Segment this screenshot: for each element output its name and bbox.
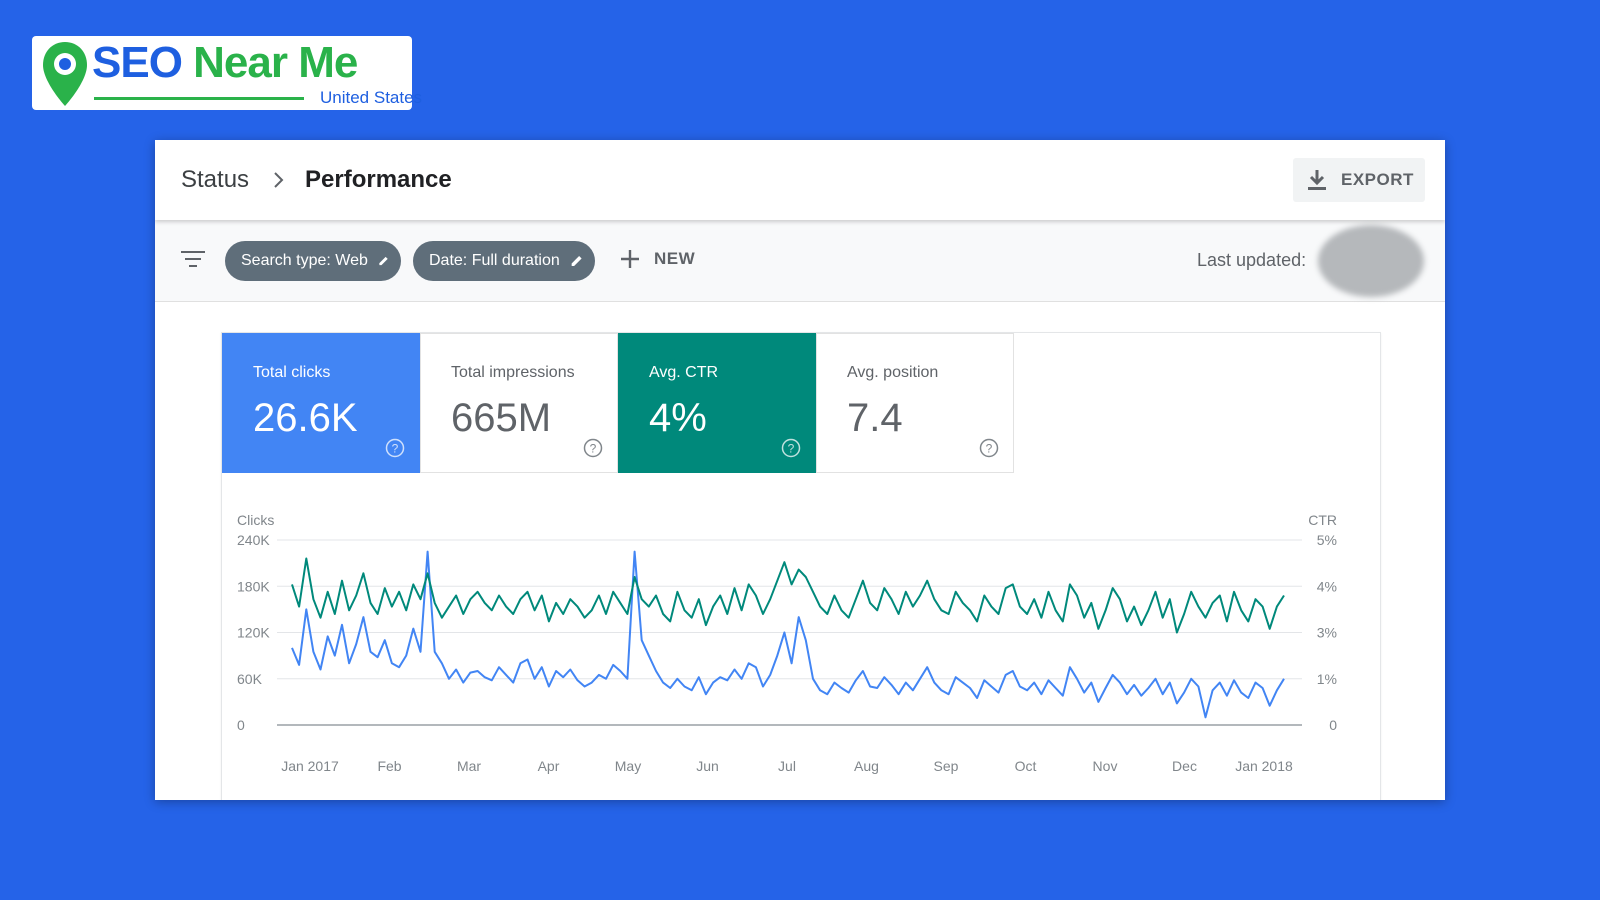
svg-text:?: ? xyxy=(590,442,597,456)
help-circle-icon[interactable]: ? xyxy=(583,438,603,458)
performance-card: Total clicks 26.6K ? Total impressions 6… xyxy=(221,332,1381,800)
metric-avg-ctr[interactable]: Avg. CTR 4% ? xyxy=(618,333,816,473)
redacted-date xyxy=(1318,225,1424,297)
x-tick-label: Feb xyxy=(377,758,401,774)
x-tick-label: May xyxy=(615,758,641,774)
x-tick-label: Apr xyxy=(538,758,560,774)
right-tick-label: 5% xyxy=(1317,532,1337,548)
help-circle-icon[interactable]: ? xyxy=(781,438,801,458)
metric-label: Total impressions xyxy=(451,364,575,381)
metric-total-clicks[interactable]: Total clicks 26.6K ? xyxy=(222,333,420,473)
top-bar: Status Performance EXPORT xyxy=(155,140,1445,220)
search-type-chip-label: Search type: Web xyxy=(241,252,368,269)
metric-value: 665M xyxy=(451,396,552,440)
x-tick-label: Jan 2018 xyxy=(1235,758,1293,774)
metric-label: Avg. CTR xyxy=(649,364,719,381)
edit-pencil-icon xyxy=(379,256,388,266)
left-axis-title: Clicks xyxy=(237,512,274,528)
left-tick-label: 60K xyxy=(237,671,263,687)
x-tick-label: Mar xyxy=(457,758,481,774)
brand-subtitle: United States xyxy=(320,88,423,107)
search-type-chip[interactable]: Search type: Web xyxy=(225,241,401,281)
help-circle-icon[interactable]: ? xyxy=(979,438,999,458)
new-filter-button[interactable]: NEW xyxy=(620,249,695,269)
edit-pencil-icon xyxy=(571,256,582,266)
x-tick-label: Oct xyxy=(1015,758,1037,774)
metric-value: 7.4 xyxy=(847,396,903,440)
date-chip-label: Date: Full duration xyxy=(429,252,560,269)
x-tick-label: Aug xyxy=(854,758,879,774)
performance-chart: Clicks CTR 240K 5% 180K 4% 120K 3% 60K 1% 0 0 Jan 20… xyxy=(237,512,1337,774)
filter-bar: Search type: Web Date: Full duration NEW… xyxy=(155,220,1445,302)
left-tick-label: 120K xyxy=(237,625,270,641)
x-tick-label: Dec xyxy=(1172,758,1197,774)
right-tick-label: 1% xyxy=(1317,671,1337,687)
export-label: EXPORT xyxy=(1341,170,1414,189)
metric-label: Avg. position xyxy=(847,364,939,381)
right-tick-label: 0 xyxy=(1329,717,1337,733)
metric-value: 26.6K xyxy=(253,396,358,440)
export-button[interactable]: EXPORT xyxy=(1293,158,1425,202)
performance-panel: Status Performance EXPORT Search type: W… xyxy=(155,140,1445,800)
metric-label: Total clicks xyxy=(253,364,331,381)
x-tick-label: Nov xyxy=(1093,758,1118,774)
brand-name: SEO Near Me xyxy=(92,38,358,88)
brand-name-part2: Near Me xyxy=(193,38,358,87)
download-icon xyxy=(1308,170,1326,190)
x-tick-label: Jul xyxy=(778,758,796,774)
svg-text:?: ? xyxy=(392,442,399,456)
left-tick-label: 180K xyxy=(237,578,270,594)
brand-name-part1: SEO xyxy=(92,38,183,87)
last-updated-label: Last updated: xyxy=(1197,250,1307,270)
metric-avg-position[interactable]: Avg. position 7.4 ? xyxy=(816,333,1014,473)
filter-list-icon[interactable] xyxy=(181,250,205,268)
breadcrumb-status[interactable]: Status xyxy=(181,166,250,193)
x-tick-label: Jun xyxy=(696,758,719,774)
page-title: Performance xyxy=(305,166,452,193)
date-chip[interactable]: Date: Full duration xyxy=(413,241,595,281)
chevron-right-icon xyxy=(274,172,284,188)
svg-text:?: ? xyxy=(788,442,795,456)
x-tick-label: Jan 2017 xyxy=(281,758,339,774)
new-filter-label: NEW xyxy=(654,249,696,268)
right-tick-label: 3% xyxy=(1317,625,1337,641)
right-axis-title: CTR xyxy=(1308,512,1337,528)
right-tick-label: 4% xyxy=(1317,578,1337,594)
x-tick-label: Sep xyxy=(934,758,959,774)
brand-underline xyxy=(94,97,304,100)
metric-total-impressions[interactable]: Total impressions 665M ? xyxy=(420,333,618,473)
help-circle-icon[interactable]: ? xyxy=(385,438,405,458)
left-tick-label: 0 xyxy=(237,717,245,733)
plus-icon xyxy=(621,250,639,268)
svg-text:?: ? xyxy=(986,442,993,456)
metric-value: 4% xyxy=(649,396,707,440)
left-tick-label: 240K xyxy=(237,532,270,548)
series-line-1 xyxy=(291,550,1285,719)
map-pin-icon xyxy=(43,42,87,106)
series-line-2 xyxy=(291,557,1285,634)
brand-logo: SEO Near Me United States xyxy=(32,36,422,110)
